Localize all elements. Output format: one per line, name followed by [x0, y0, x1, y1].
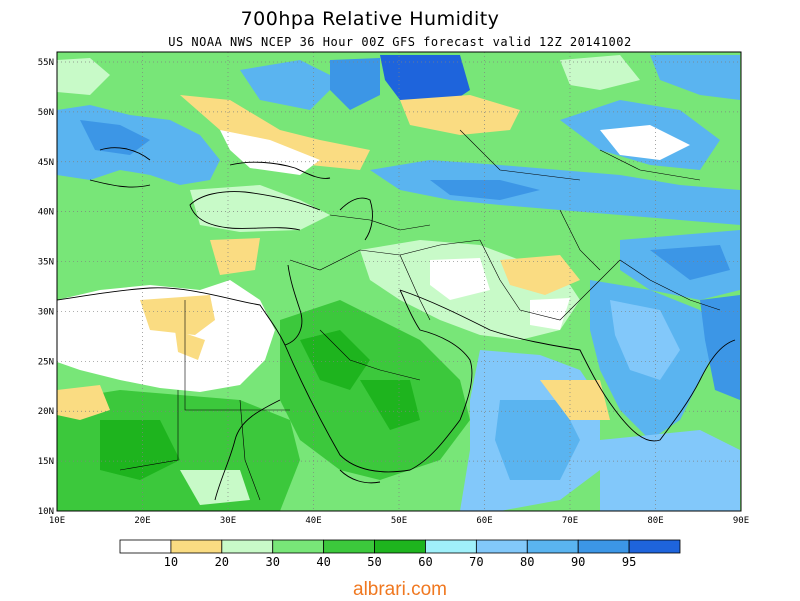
lon-tick-label: 40E — [305, 516, 321, 526]
graticule — [57, 52, 741, 511]
legend-label: 70 — [469, 555, 484, 569]
legend-label: 50 — [367, 555, 382, 569]
legend-swatch — [526, 539, 579, 554]
legend-label: 95 — [621, 555, 637, 569]
legend-swatch — [119, 539, 172, 554]
lat-tick-label: 45N — [38, 158, 54, 168]
lat-tick-label: 35N — [38, 258, 54, 268]
lon-tick-labels: 10E 20E 30E 40E 50E 60E 70E 80E 90E — [49, 516, 749, 526]
lat-tick-label: 50N — [38, 108, 54, 118]
lon-tick-label: 10E — [49, 516, 65, 526]
legend-label: 90 — [570, 555, 586, 569]
legend-swatch — [628, 539, 681, 554]
legend-swatch — [170, 539, 223, 554]
lon-tick-label: 20E — [134, 516, 150, 526]
color-legend — [119, 539, 681, 554]
legend-swatch — [374, 539, 426, 554]
legend-label: 40 — [316, 555, 331, 569]
country-borders — [119, 129, 721, 501]
lat-tick-label: 10N — [38, 507, 54, 517]
legend-label: 10 — [163, 555, 179, 569]
lat-tick-label: 25N — [38, 357, 54, 367]
coastlines — [57, 147, 736, 501]
map-frame — [56, 51, 742, 512]
legend-label: 60 — [418, 555, 433, 569]
lon-tick-label: 80E — [647, 516, 663, 526]
map-title: 700hpa Relative Humidity — [240, 8, 500, 30]
watermark: albrari.com — [353, 579, 447, 600]
legend-swatch — [323, 539, 375, 554]
lon-tick-label: 60E — [476, 516, 492, 526]
legend-swatch — [577, 539, 630, 554]
legend-swatch — [221, 539, 274, 554]
legend-label: 20 — [214, 555, 230, 569]
lon-tick-label: 30E — [220, 516, 236, 526]
lat-tick-label: 20N — [38, 407, 54, 417]
map-subtitle: US NOAA NWS NCEP 36 Hour 00Z GFS forecas… — [168, 35, 632, 49]
legend-swatch — [475, 539, 528, 554]
lat-tick-label: 30N — [38, 307, 54, 317]
lon-tick-label: 90E — [733, 516, 749, 526]
legend-swatch — [272, 539, 325, 554]
lat-tick-label: 55N — [38, 58, 54, 68]
lat-tick-labels: 10N 15N 20N 25N 30N 35N 40N 45N 50N 55N — [38, 58, 54, 517]
lon-tick-label: 50E — [391, 516, 407, 526]
lon-tick-label: 70E — [562, 516, 578, 526]
legend-label: 80 — [520, 555, 535, 569]
legend-label: 30 — [265, 555, 280, 569]
lat-tick-label: 15N — [38, 457, 54, 467]
legend-swatch — [425, 539, 477, 554]
lat-tick-label: 40N — [38, 208, 54, 218]
